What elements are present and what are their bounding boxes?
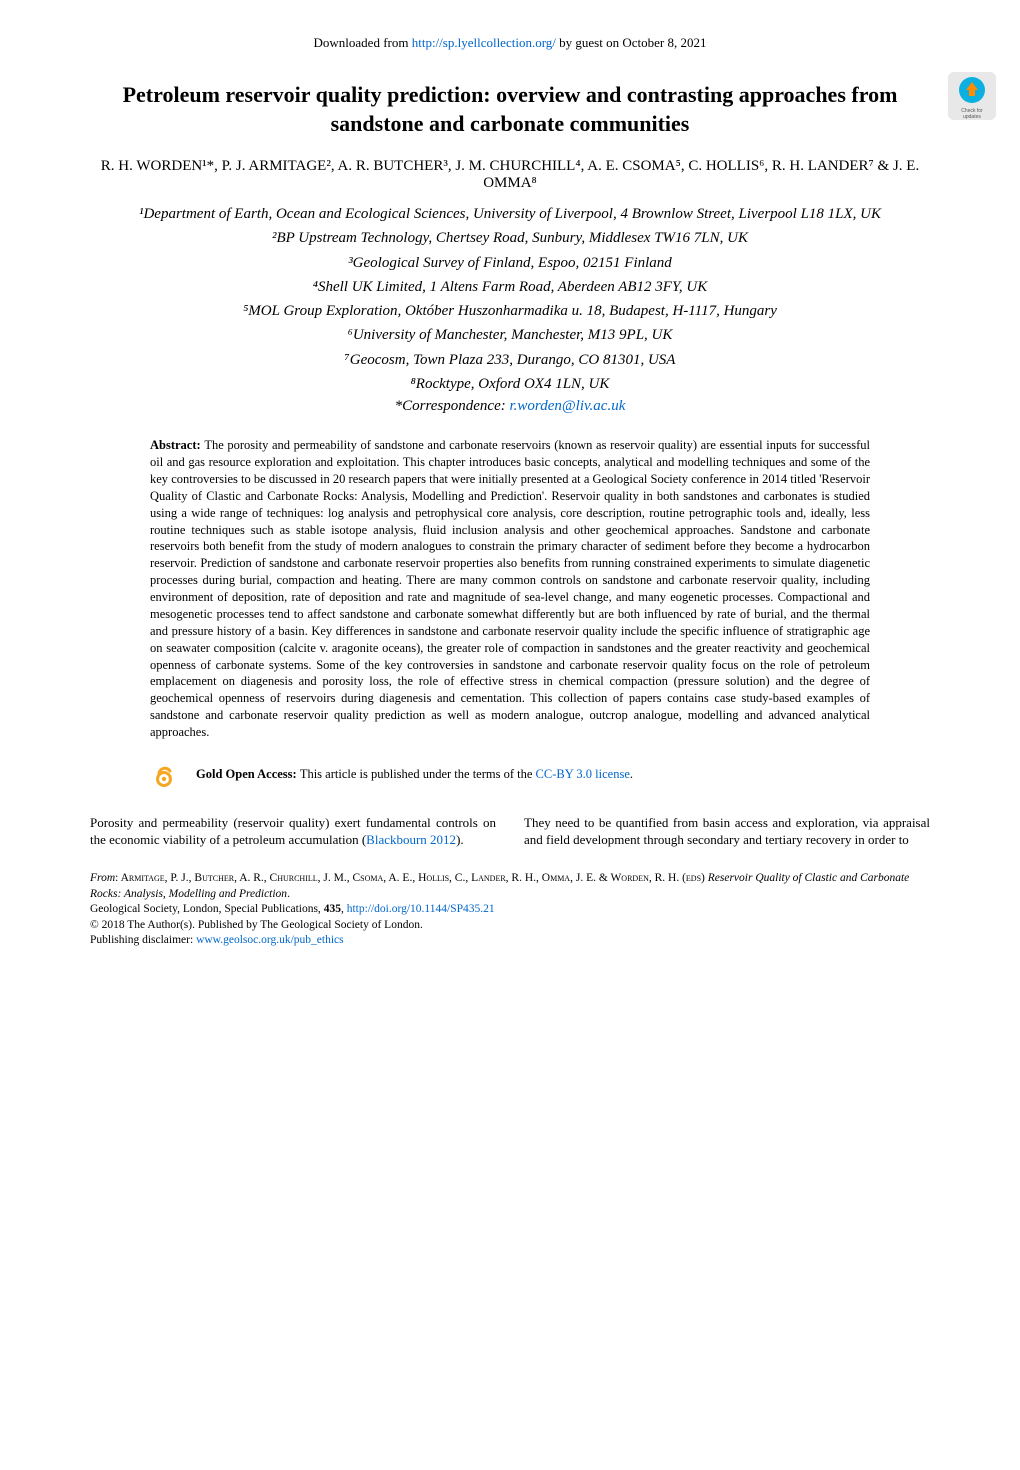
affiliation-1: ¹Department of Earth, Ocean and Ecologic… xyxy=(90,204,930,224)
affiliation-3: ³Geological Survey of Finland, Espoo, 02… xyxy=(90,253,930,273)
header-source-link[interactable]: http://sp.lyellcollection.org/ xyxy=(412,35,556,50)
abstract-label: Abstract: xyxy=(150,438,204,452)
authors-line: R. H. WORDEN¹*, P. J. ARMITAGE², A. R. B… xyxy=(90,158,930,192)
update-badge-icon: Check for updates xyxy=(948,72,996,120)
header-prefix: Downloaded from xyxy=(314,35,412,50)
body-col-left: Porosity and permeability (reservoir qua… xyxy=(90,814,496,849)
goa-text: Gold Open Access: This article is publis… xyxy=(196,767,633,782)
body-columns: Porosity and permeability (reservoir qua… xyxy=(90,814,930,849)
footer-disclaimer: Publishing disclaimer: www.geolsoc.org.u… xyxy=(90,933,930,949)
footer-citation: From: Armitage, P. J., Butcher, A. R., C… xyxy=(90,871,930,902)
abstract-text: The porosity and permeability of sandsto… xyxy=(150,438,870,739)
correspondence-line: *Correspondence: r.worden@liv.ac.uk xyxy=(90,398,930,415)
correspondence-email-link[interactable]: r.worden@liv.ac.uk xyxy=(509,398,625,414)
cc-license-link[interactable]: CC-BY 3.0 license xyxy=(536,767,630,781)
doi-link[interactable]: http://doi.org/10.1144/SP435.21 xyxy=(347,903,495,915)
check-for-updates-badge[interactable]: Check for updates xyxy=(948,72,996,120)
citation-blackbourn-2012[interactable]: Blackbourn 2012 xyxy=(366,832,456,847)
goa-label: Gold Open Access: xyxy=(196,767,300,781)
footer-block: From: Armitage, P. J., Butcher, A. R., C… xyxy=(90,871,930,949)
goa-suffix: . xyxy=(630,767,633,781)
affiliation-5: ⁵MOL Group Exploration, Október Huszonha… xyxy=(90,301,930,321)
abstract-block: Abstract: The porosity and permeability … xyxy=(150,437,870,741)
disclaimer-label: Publishing disclaimer: xyxy=(90,934,196,946)
footer-publication: Geological Society, London, Special Publ… xyxy=(90,902,930,918)
body-col-right: They need to be quantified from basin ac… xyxy=(524,814,930,849)
body-right: They need to be quantified from basin ac… xyxy=(524,815,930,848)
affiliation-7: ⁷Geocosm, Town Plaza 233, Durango, CO 81… xyxy=(90,350,930,370)
footer-volume: 435 xyxy=(324,903,341,915)
article-title: Petroleum reservoir quality prediction: … xyxy=(90,81,930,138)
gold-open-access-row: Gold Open Access: This article is publis… xyxy=(150,761,870,789)
affiliation-8: ⁸Rocktype, Oxford OX4 1LN, UK xyxy=(90,374,930,394)
svg-text:updates: updates xyxy=(963,114,981,120)
header-suffix: by guest on October 8, 2021 xyxy=(556,35,707,50)
open-access-icon xyxy=(150,761,178,789)
footer-pub-a: Geological Society, London, Special Publ… xyxy=(90,903,324,915)
goa-body: This article is published under the term… xyxy=(300,767,536,781)
affiliation-4: ⁴Shell UK Limited, 1 Altens Farm Road, A… xyxy=(90,277,930,297)
from-label: From xyxy=(90,872,115,884)
footer-copyright: © 2018 The Author(s). Published by The G… xyxy=(90,918,930,934)
download-header: Downloaded from http://sp.lyellcollectio… xyxy=(90,35,930,51)
footer-authors: : Armitage, P. J., Butcher, A. R., Churc… xyxy=(115,872,708,884)
correspondence-label: *Correspondence: xyxy=(395,398,510,414)
body-left-b: ). xyxy=(456,832,464,847)
affiliation-2: ²BP Upstream Technology, Chertsey Road, … xyxy=(90,228,930,248)
disclaimer-link[interactable]: www.geolsoc.org.uk/pub_ethics xyxy=(196,934,344,946)
affiliation-6: ⁶University of Manchester, Manchester, M… xyxy=(90,325,930,345)
